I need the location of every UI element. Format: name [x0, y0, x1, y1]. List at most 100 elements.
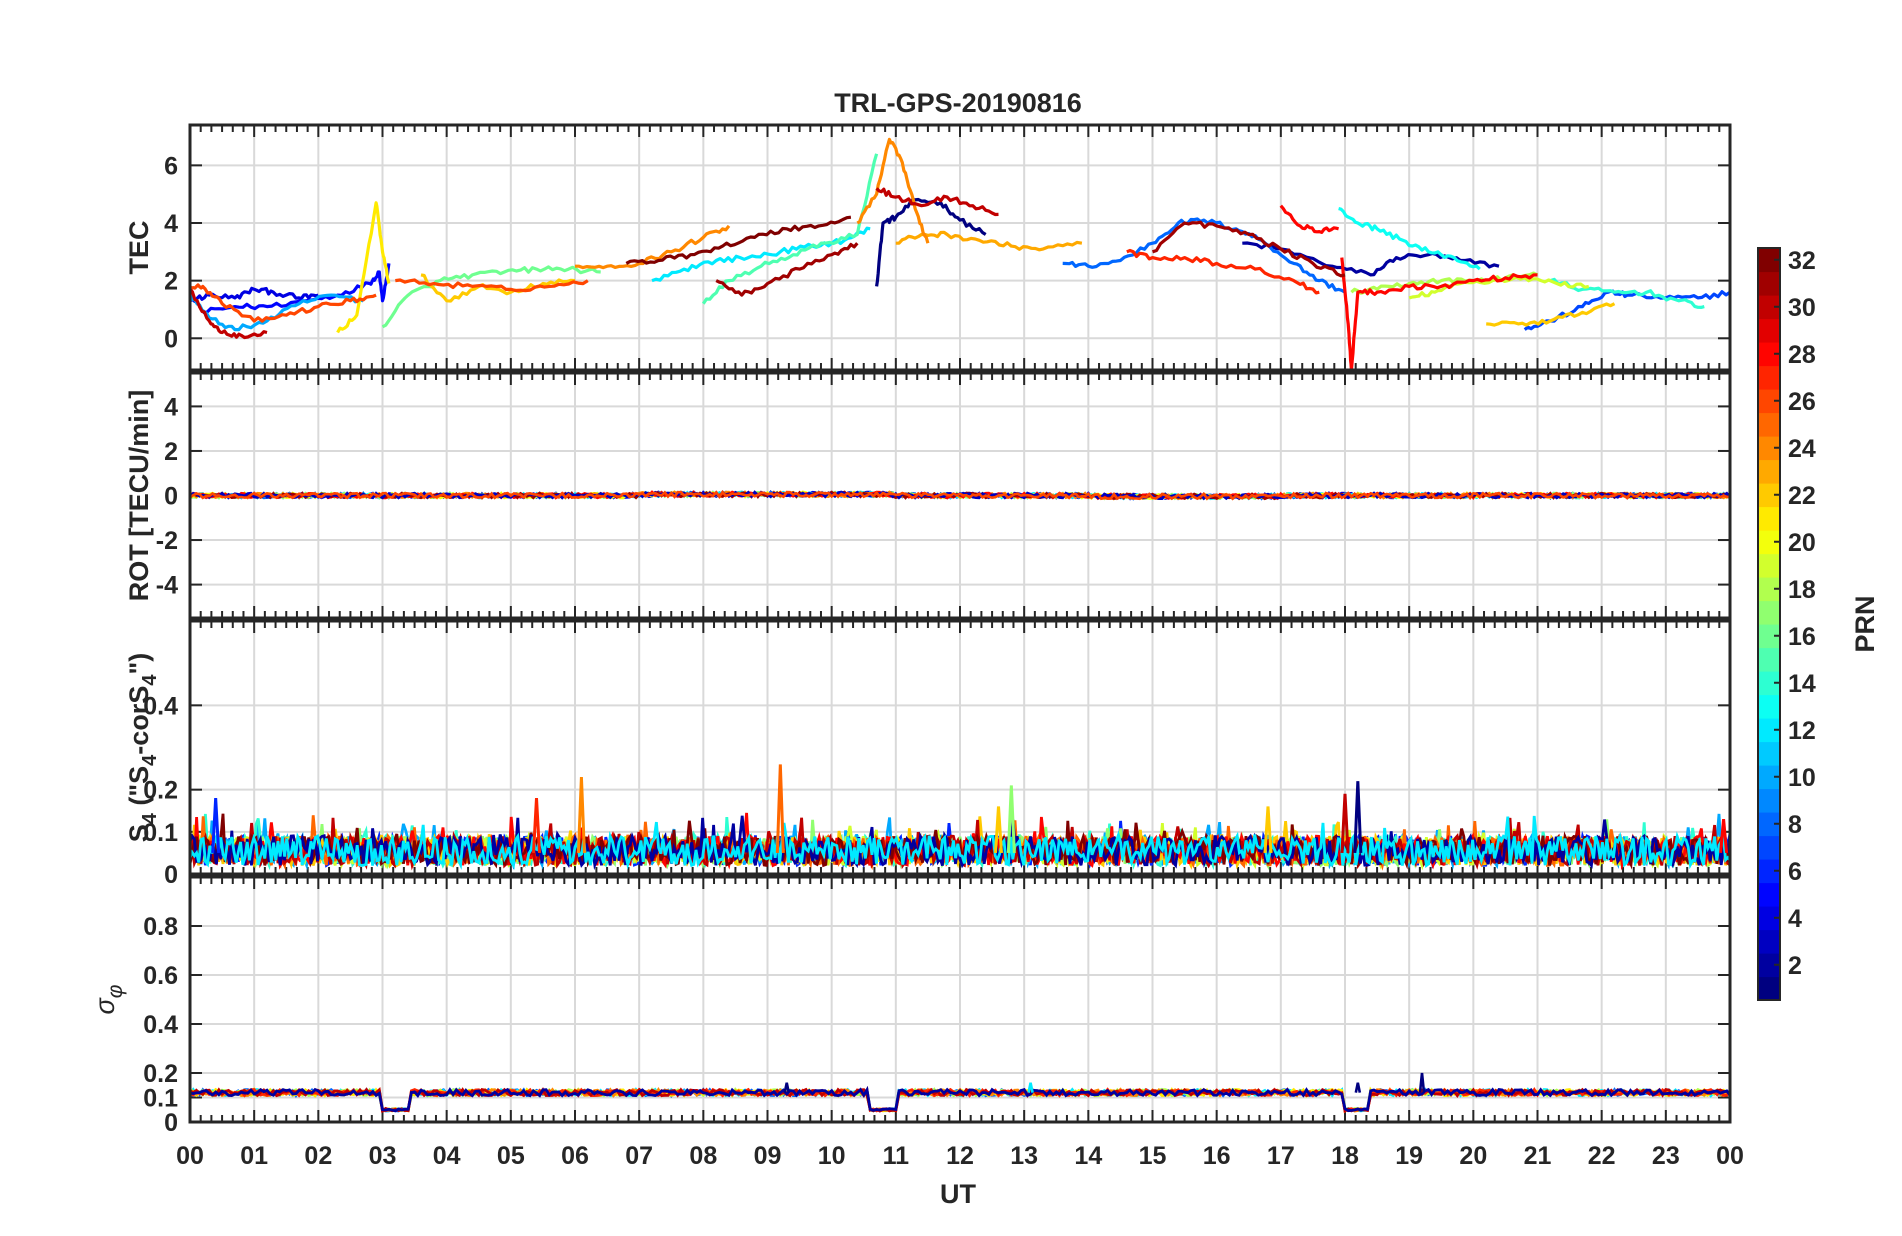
- y-tick-label: 0: [164, 325, 178, 353]
- tec-series-prn-24: [575, 224, 731, 270]
- colorbar-segment: [1758, 577, 1780, 602]
- colorbar-segment: [1758, 318, 1780, 343]
- x-tick-label: 17: [1267, 1142, 1295, 1170]
- colorbar-segment: [1758, 624, 1780, 649]
- s4-peak: [775, 764, 785, 853]
- s4-peak: [1263, 806, 1273, 854]
- tec-series-prn-23: [895, 230, 1083, 252]
- y-tick-label: 0: [164, 483, 178, 511]
- x-tick-label: 18: [1331, 1142, 1359, 1170]
- colorbar-segment: [1758, 929, 1780, 954]
- x-tick-label: 19: [1395, 1142, 1423, 1170]
- colorbar-segment: [1758, 788, 1780, 813]
- colorbar-segment: [1758, 365, 1780, 390]
- s4-peak: [1006, 785, 1016, 853]
- colorbar-segment: [1758, 859, 1780, 884]
- tec-series-prn-18: [1350, 271, 1539, 295]
- x-tick-labels: 00 01 02 03 04 05 06 07 08 09 10 11 12 13 14 15 16 17 18 19…: [176, 1142, 1744, 1170]
- s4-peak: [1719, 819, 1729, 854]
- colorbar-segment: [1758, 718, 1780, 743]
- tec-series-prn-28: [1340, 257, 1538, 370]
- y-tick-label: -2: [156, 527, 178, 555]
- colorbar-tick-label: 14: [1788, 670, 1816, 698]
- x-tick-label: 23: [1652, 1142, 1680, 1170]
- colorbar-segment: [1758, 483, 1780, 508]
- colorbar-segment: [1758, 248, 1780, 273]
- tec-series-prn-30: [875, 187, 999, 217]
- y-axis-label-sigma-phi: σφ: [90, 984, 127, 1014]
- tec-series-prn-22: [420, 273, 576, 303]
- x-tick-label: 03: [369, 1142, 397, 1170]
- x-tick-label: 00: [1716, 1142, 1744, 1170]
- colorbar-tick-label: 6: [1788, 858, 1802, 886]
- tec-series-prn-31: [715, 242, 859, 297]
- x-tick-label: 05: [497, 1142, 525, 1170]
- colorbar-segment: [1758, 553, 1780, 578]
- sigma-peak: [783, 1082, 791, 1093]
- colorbar-tick-label: 10: [1788, 764, 1816, 792]
- tec-series-prn-14: [1549, 277, 1705, 309]
- panel-tec: 0 2 4 6 TEC: [124, 123, 1732, 372]
- sigma-peak: [1418, 1072, 1426, 1093]
- series-group: [190, 489, 1730, 501]
- tec-series-prn-28: [1279, 204, 1339, 234]
- colorbar-label: PRN: [1850, 595, 1880, 652]
- y-tick-label: 2: [164, 438, 178, 466]
- y-tick-label: 0.1: [143, 1085, 178, 1113]
- axes-frame: [188, 371, 1732, 620]
- x-tick-label: 11: [883, 1142, 910, 1170]
- y-axis-label-s4: S4 ("S4-corS4"): [124, 653, 161, 843]
- y-tick-label: 2: [164, 268, 178, 296]
- y-tick-label: 0.1: [143, 819, 178, 847]
- y-tick-label: 6: [164, 152, 178, 180]
- colorbar-segment: [1758, 459, 1780, 484]
- colorbar-tick-label: 24: [1788, 435, 1816, 463]
- x-tick-label: 22: [1588, 1142, 1616, 1170]
- x-tick-label: 20: [1459, 1142, 1487, 1170]
- x-tick-label: 09: [754, 1142, 782, 1170]
- colorbar-tick-label: 32: [1788, 247, 1816, 275]
- colorbar-segment: [1758, 342, 1780, 367]
- x-tick-label: 08: [689, 1142, 717, 1170]
- tec-series-prn-22: [1486, 302, 1616, 327]
- colorbar-tick-label: 8: [1788, 811, 1802, 839]
- axes-frame: [188, 123, 1732, 372]
- colorbar-segment: [1758, 530, 1780, 555]
- tec-series-prn-26: [395, 278, 589, 293]
- sigma-peak: [1354, 1082, 1362, 1093]
- sigma-peak: [1027, 1082, 1034, 1093]
- tec-series-prn-26: [190, 283, 377, 323]
- tec-series-prn-30: [190, 288, 268, 340]
- colorbar-segment: [1758, 765, 1780, 790]
- colorbar-tick-label: 28: [1788, 341, 1816, 369]
- colorbar-segment: [1758, 906, 1780, 931]
- y-tick-label: 4: [164, 393, 178, 421]
- colorbar-tick-label: 16: [1788, 623, 1816, 651]
- x-tick-label: 07: [625, 1142, 653, 1170]
- colorbar-tick-label: 18: [1788, 576, 1816, 604]
- tec-series-prn-13: [1338, 207, 1481, 271]
- tec-series-prn-19: [1408, 275, 1590, 300]
- x-tick-label: 12: [946, 1142, 974, 1170]
- x-tick-label: 00: [176, 1142, 204, 1170]
- tec-series-prn-1: [875, 197, 987, 287]
- x-tick-label: 02: [304, 1142, 332, 1170]
- tec-series-prn-8: [1062, 217, 1346, 294]
- s4-peak: [1340, 793, 1350, 853]
- tec-series-prn-31: [1152, 220, 1346, 278]
- tec-series-prn-24: [856, 137, 930, 244]
- s4-peak: [1353, 781, 1363, 853]
- axes-frame: [188, 875, 1732, 1124]
- colorbar-segment: [1758, 647, 1780, 672]
- tec-series-prn-32: [625, 215, 852, 265]
- tec-series-prn-27: [1126, 248, 1320, 295]
- tec-series-prn-7: [1523, 289, 1730, 331]
- tec-series-prn-15: [701, 153, 879, 305]
- colorbar-tick-label: 30: [1788, 294, 1816, 322]
- y-tick-label: 4: [164, 210, 178, 238]
- colorbar-segment: [1758, 694, 1780, 719]
- y-tick-label: 0.2: [143, 777, 178, 805]
- colorbar-tick-label: 20: [1788, 529, 1816, 557]
